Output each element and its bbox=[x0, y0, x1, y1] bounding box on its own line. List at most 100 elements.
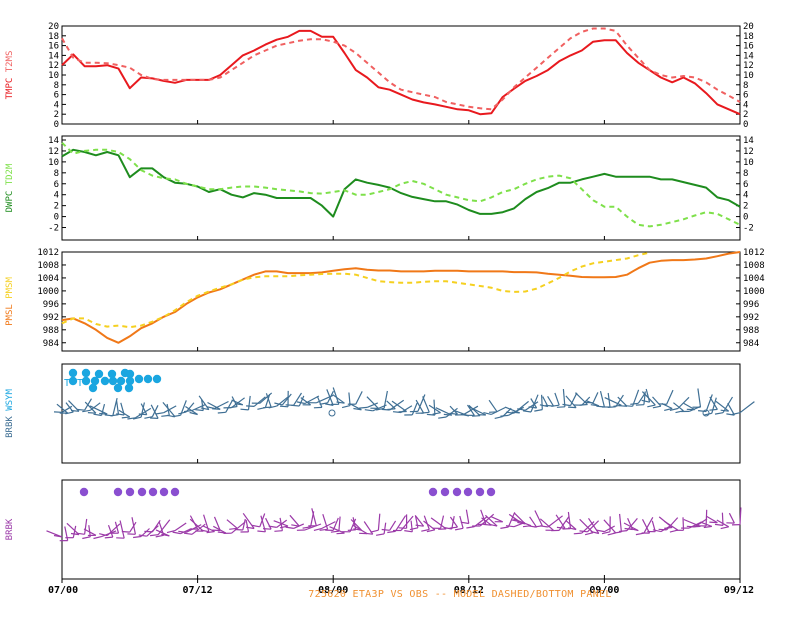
obs-label: PMSL bbox=[5, 299, 15, 326]
wind-barb-shaft bbox=[625, 406, 633, 407]
model-label: T2MS bbox=[5, 51, 15, 73]
panel-frame bbox=[62, 26, 740, 124]
wind-barb bbox=[667, 390, 673, 404]
weather-dot bbox=[114, 384, 122, 392]
wind-barb bbox=[152, 405, 158, 416]
weather-dot bbox=[171, 488, 179, 496]
wind-barb-shaft bbox=[659, 529, 667, 530]
wind-barb-shaft bbox=[241, 409, 249, 410]
y-tick-label: 2 bbox=[54, 202, 59, 212]
y-tick-label: 1004 bbox=[37, 274, 59, 284]
wind-barb bbox=[249, 396, 251, 410]
wind-barb-shaft bbox=[297, 402, 305, 404]
wind-barb bbox=[601, 391, 605, 407]
y-tick-label: 8 bbox=[743, 81, 748, 91]
wind-barb-shaft bbox=[218, 412, 226, 413]
y-tick-label: 6 bbox=[54, 91, 59, 101]
y-tick-label: 12 bbox=[48, 147, 59, 157]
wind-barb bbox=[384, 523, 386, 534]
wind-barb-shaft bbox=[472, 416, 480, 417]
wind-barb-shaft bbox=[150, 535, 158, 536]
series-tmpc bbox=[62, 31, 740, 114]
wind-barb-shaft bbox=[212, 409, 220, 410]
wind-barb-shaft bbox=[709, 409, 717, 410]
wind-barb bbox=[322, 522, 336, 529]
wind-barb bbox=[653, 397, 661, 406]
weather-dot bbox=[89, 384, 97, 392]
wind-barb bbox=[571, 393, 577, 406]
weather-dot bbox=[453, 488, 461, 496]
wind-barb-shaft bbox=[156, 413, 164, 414]
y-tick-label: 6 bbox=[743, 180, 748, 190]
weather-dot bbox=[80, 488, 88, 496]
wind-barb-shaft bbox=[540, 526, 548, 527]
wind-barb bbox=[706, 394, 712, 411]
wind-barb-shaft bbox=[122, 532, 130, 533]
wind-barb-shaft bbox=[619, 531, 627, 532]
wind-barb-shaft bbox=[139, 414, 147, 415]
wind-barb-shaft bbox=[257, 531, 265, 532]
wind-barb-shaft bbox=[608, 407, 616, 408]
wind-barb-shaft bbox=[94, 537, 102, 539]
wind-barb-shaft bbox=[410, 528, 418, 530]
wind-barb bbox=[390, 521, 396, 530]
y-tick-label: -2 bbox=[48, 224, 59, 234]
weather-dot bbox=[487, 488, 495, 496]
wind-barb-shaft bbox=[144, 531, 152, 532]
wind-barb-shaft bbox=[450, 527, 458, 528]
wind-barb-shaft bbox=[585, 533, 593, 535]
wind-barb-shaft bbox=[693, 526, 701, 527]
wind-barb bbox=[548, 396, 554, 406]
y-tick-label: 14 bbox=[743, 51, 754, 61]
wind-barb-shaft bbox=[184, 533, 192, 534]
wind-barb-shaft bbox=[450, 413, 458, 414]
wind-barb-shaft bbox=[122, 417, 130, 418]
wind-barb bbox=[411, 521, 412, 532]
y-tick-label: 20 bbox=[48, 22, 59, 32]
y-tick-label: 984 bbox=[43, 339, 59, 349]
wind-barb bbox=[678, 397, 689, 408]
wind-barb-shaft bbox=[88, 413, 96, 414]
weather-dot bbox=[109, 377, 117, 385]
wind-barb-shaft bbox=[235, 530, 243, 531]
wind-barb-shaft bbox=[421, 412, 429, 413]
wind-barb-shaft bbox=[376, 534, 384, 535]
wind-barb-shaft bbox=[94, 414, 102, 415]
wind-barb bbox=[204, 515, 209, 532]
y-tick-label: 4 bbox=[54, 191, 59, 201]
wind-barb bbox=[85, 519, 87, 534]
wind-barb-shaft bbox=[133, 537, 141, 538]
wind-barb-shaft bbox=[291, 405, 299, 406]
wind-barb-shaft bbox=[523, 411, 531, 412]
wind-barb bbox=[684, 403, 695, 409]
y-tick-label: 0 bbox=[743, 120, 748, 130]
wind-barb bbox=[423, 396, 430, 412]
y-tick-label: 10 bbox=[743, 158, 754, 168]
weather-dot bbox=[82, 369, 90, 377]
y-tick-label: 16 bbox=[48, 42, 59, 52]
series-td2m bbox=[62, 143, 740, 227]
wind-barb bbox=[266, 518, 272, 529]
y-tick-label: 1004 bbox=[743, 274, 765, 284]
wind-barb bbox=[706, 516, 717, 523]
y-tick-label: 10 bbox=[48, 158, 59, 168]
wind-barb-shaft bbox=[370, 530, 378, 532]
wind-barb-shaft bbox=[602, 532, 610, 534]
wind-barb bbox=[535, 511, 542, 526]
wind-barb bbox=[254, 397, 265, 407]
obs-label: TMPC bbox=[5, 72, 15, 99]
wind-barb bbox=[698, 389, 701, 408]
y-tick-label: 18 bbox=[743, 32, 754, 42]
wind-barb bbox=[290, 515, 299, 526]
wind-barb-shaft bbox=[359, 407, 367, 408]
y-tick-label: 10 bbox=[743, 71, 754, 81]
weather-dot bbox=[82, 377, 90, 385]
wind-barb-shaft bbox=[466, 527, 474, 528]
wind-barb bbox=[542, 395, 543, 410]
weather-dot bbox=[149, 488, 157, 496]
weather-symbol: T bbox=[64, 378, 70, 389]
wind-barb bbox=[491, 517, 503, 522]
wind-barb-shaft bbox=[342, 406, 350, 408]
wind-barb-shaft bbox=[382, 530, 390, 531]
wind-barb-shaft bbox=[54, 536, 62, 537]
